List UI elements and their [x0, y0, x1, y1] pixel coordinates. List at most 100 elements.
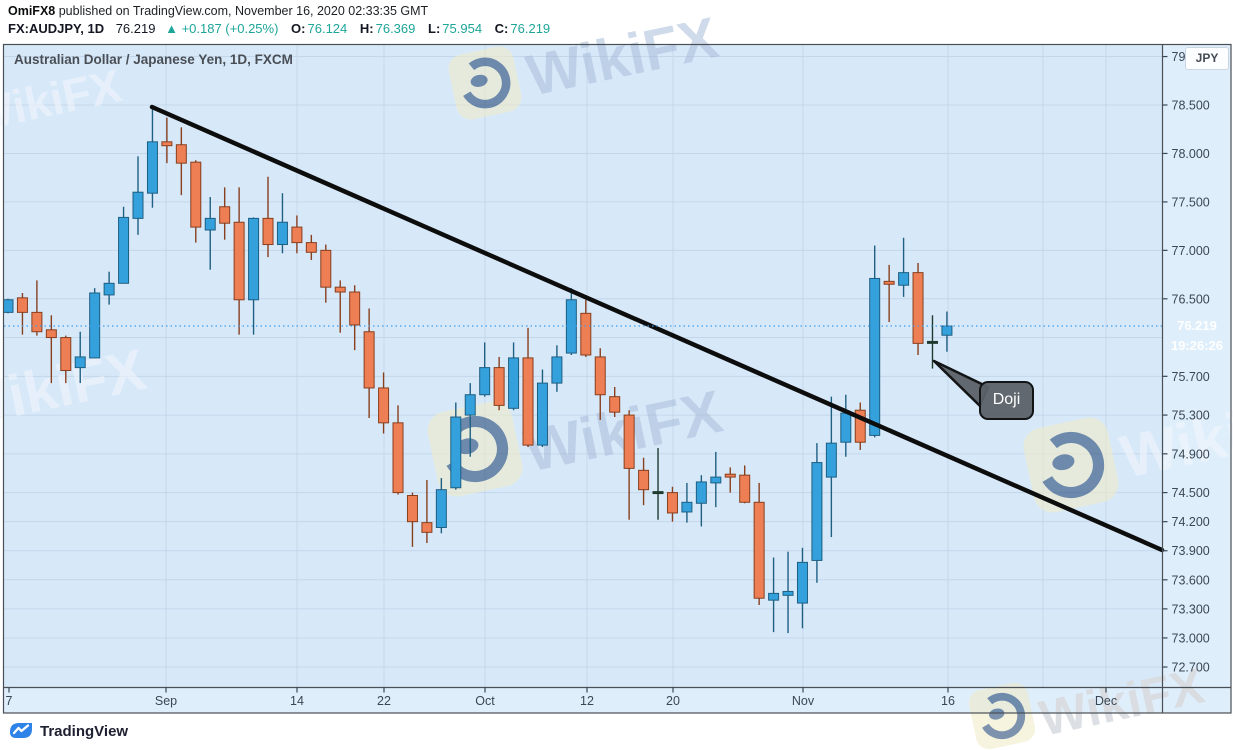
candle	[941, 311, 953, 352]
candle	[638, 457, 650, 506]
descending-trendline[interactable]	[149, 104, 1165, 553]
candle	[782, 551, 794, 634]
candle	[334, 280, 346, 333]
candle	[233, 187, 245, 335]
candle	[291, 215, 303, 254]
candle	[926, 315, 938, 369]
candle	[363, 308, 375, 418]
symbol-label: FX:AUDJPY, 1D	[8, 21, 105, 36]
high-label: H:	[359, 21, 374, 36]
publish-info: OmiFX8 published on TradingView.com, Nov…	[8, 4, 428, 18]
price-axis-background[interactable]	[1162, 45, 1232, 713]
candle	[74, 331, 86, 384]
currency-button[interactable]: JPY	[1185, 47, 1229, 70]
price-axis-label: 78.500	[1172, 99, 1210, 113]
candle	[710, 451, 722, 508]
candle	[378, 372, 390, 434]
price-axis-label: 74.500	[1172, 486, 1210, 500]
candle	[219, 187, 231, 240]
candle	[739, 465, 751, 504]
price-change: ▲ +0.187 (+0.25%)	[165, 21, 279, 36]
bar-countdown-badge: 19:26:26	[1170, 338, 1224, 353]
candle	[248, 217, 260, 335]
candle	[16, 292, 28, 335]
candle	[60, 335, 72, 384]
candle	[536, 369, 548, 448]
price-axis-label: 75.700	[1172, 370, 1210, 384]
candle	[768, 557, 780, 633]
candle	[103, 271, 115, 305]
chart-frame	[2, 43, 1232, 714]
time-axis-label: Dec	[1095, 694, 1117, 708]
candle	[869, 245, 881, 438]
candle	[508, 342, 520, 411]
time-axis-label: 22	[377, 694, 391, 708]
tradingview-logo-icon	[10, 723, 32, 738]
candle	[912, 262, 924, 356]
price-axis-label: 74.900	[1172, 447, 1210, 461]
candle	[190, 160, 202, 243]
candle	[320, 244, 332, 303]
time-axis-label: Nov	[792, 694, 815, 708]
low-value: 75.954	[442, 21, 483, 36]
candles-group	[4, 106, 953, 634]
candle	[883, 264, 895, 323]
price-axis-label: 72.700	[1172, 661, 1210, 675]
price-axis-label: 78.000	[1172, 147, 1210, 161]
candle	[594, 348, 606, 420]
candle	[262, 176, 274, 258]
price-axis-label: 75.300	[1172, 409, 1210, 423]
candle	[623, 410, 635, 520]
header: OmiFX8 published on TradingView.com, Nov…	[0, 0, 1233, 44]
wikifx-panda-logo-icon	[1023, 417, 1119, 513]
candle	[811, 443, 823, 583]
candle	[132, 156, 144, 235]
candle	[464, 383, 476, 457]
author-name: OmiFX8	[8, 4, 56, 18]
candle	[666, 486, 678, 522]
wikifx-panda-logo-icon	[448, 46, 522, 120]
candle	[695, 475, 707, 527]
candle	[89, 288, 101, 359]
candle	[796, 547, 808, 629]
close-value: 76.219	[510, 21, 551, 36]
candle	[522, 327, 534, 448]
open-label: O:	[291, 21, 306, 36]
symbol-info-bar: FX:AUDJPY, 1D 76.219 ▲ +0.187 (+0.25%) O…	[8, 21, 550, 36]
candle	[4, 298, 14, 314]
candle	[479, 342, 491, 397]
candle	[118, 206, 130, 284]
time-axis-label: Oct	[475, 694, 495, 708]
candle	[493, 356, 505, 411]
candle	[652, 448, 664, 520]
close-label: C:	[494, 21, 509, 36]
last-price: 76.219	[115, 21, 156, 36]
time-axis-label: Sep	[155, 694, 177, 708]
candle	[681, 482, 693, 523]
candle	[421, 480, 433, 543]
current-price-badge: 76.219	[1177, 318, 1217, 333]
candle	[392, 405, 404, 495]
price-axis-label: 73.300	[1172, 602, 1210, 616]
open-value: 76.124	[307, 21, 348, 36]
candle	[753, 482, 765, 606]
candle	[898, 237, 910, 297]
time-axis-label: 12	[580, 694, 594, 708]
time-axis-label: 14	[290, 694, 304, 708]
publish-text: published on TradingView.com, November 1…	[55, 4, 429, 18]
doji-annotation-callout[interactable]: Doji	[979, 381, 1034, 420]
price-axis-label: 73.600	[1172, 573, 1210, 587]
price-axis-label: 76.500	[1172, 292, 1210, 306]
candle	[580, 299, 592, 357]
candle	[146, 106, 158, 208]
candle	[435, 478, 447, 534]
tradingview-label: TradingView	[40, 722, 129, 740]
tradingview-brand[interactable]: TradingView	[8, 719, 128, 743]
time-axis-label: 16	[941, 694, 955, 708]
candle	[825, 396, 837, 538]
plot-background	[4, 45, 1163, 688]
price-axis-label: 73.000	[1172, 631, 1210, 645]
time-axis-label: 7	[6, 694, 13, 708]
